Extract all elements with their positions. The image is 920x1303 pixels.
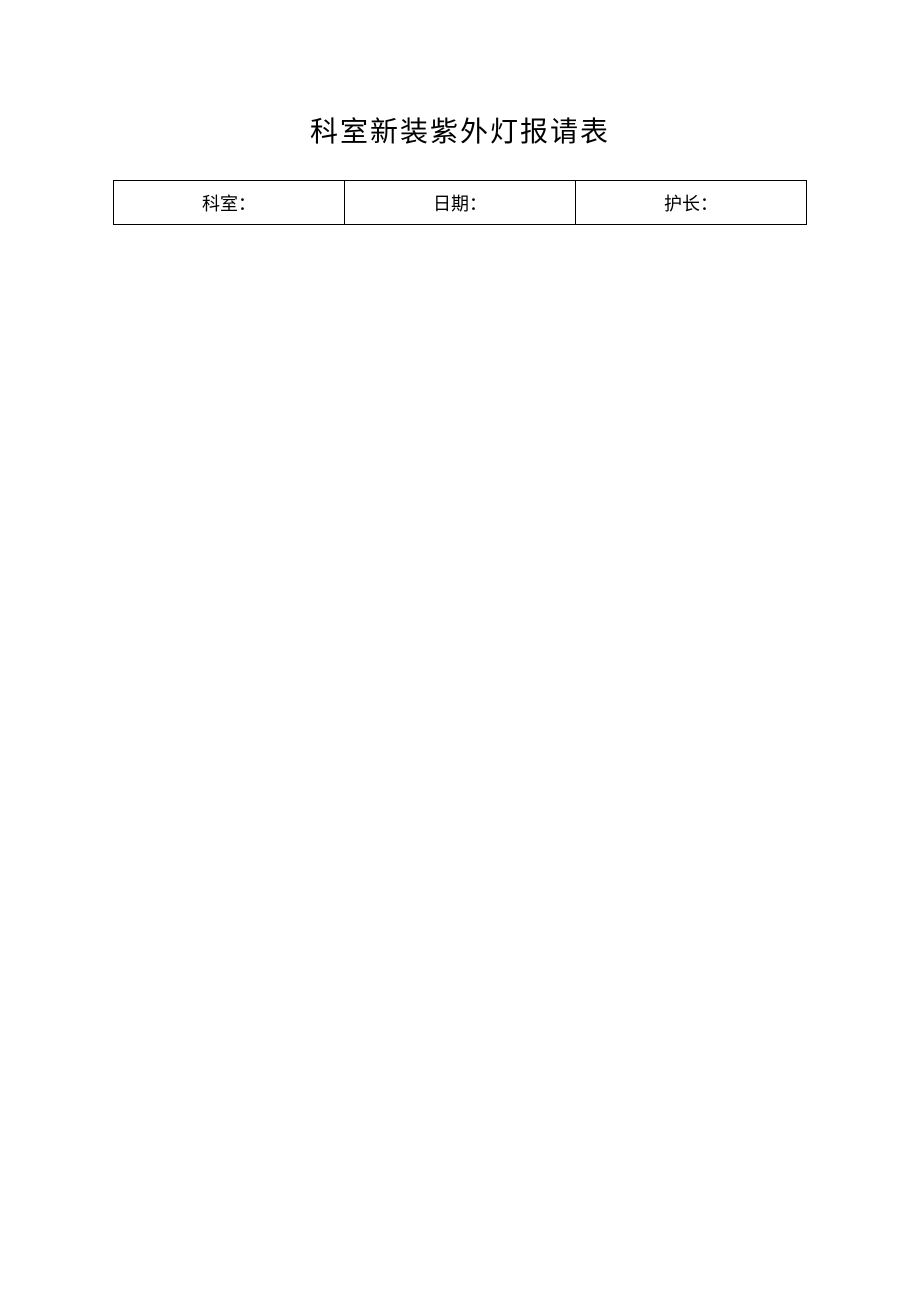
cell-department: 科室： xyxy=(114,181,345,225)
table-row: 科室： 日期： 护长： xyxy=(114,181,807,225)
page-title: 科室新装紫外灯报请表 xyxy=(113,110,807,150)
cell-date: 日期： xyxy=(345,181,576,225)
cell-head-nurse: 护长： xyxy=(576,181,807,225)
page-container: 科室新装紫外灯报请表 科室： 日期： 护长： xyxy=(0,0,920,225)
form-table: 科室： 日期： 护长： xyxy=(113,180,807,225)
